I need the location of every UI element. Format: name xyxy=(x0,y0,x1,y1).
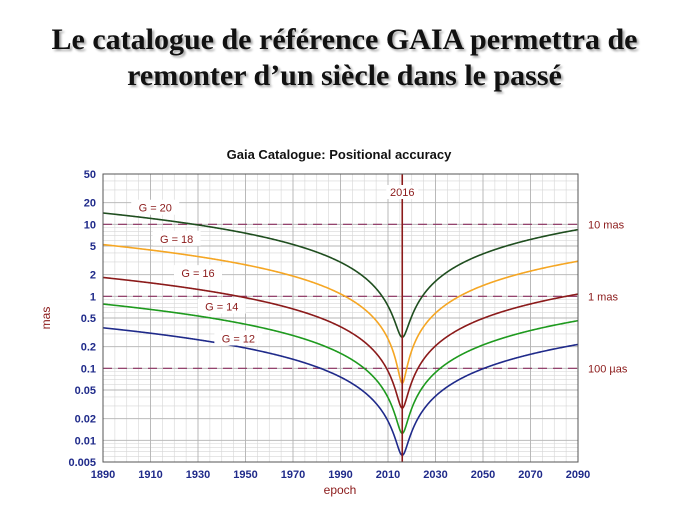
y-axis-label: mas xyxy=(39,307,53,330)
reference-lines: 10 mas 1 mas 100 µas xyxy=(103,219,628,375)
y-tick-label: 0.1 xyxy=(81,363,96,375)
series-line xyxy=(102,243,579,385)
series-label: G = 20 xyxy=(139,203,172,215)
x-axis-ticks: 1890 1910 1930 1950 1970 1990 2010 2030 2050 2070… xyxy=(91,469,590,481)
x-tick-label: 2050 xyxy=(471,469,495,481)
slide-title-line-1: Le catalogue de référence GAIA permettra… xyxy=(51,23,638,56)
grid xyxy=(102,173,579,463)
y-tick-label: 20 xyxy=(84,198,96,210)
series-lines xyxy=(102,212,579,457)
series-line xyxy=(102,303,579,435)
y-tick-label: 0.005 xyxy=(68,457,96,469)
y-tick-label: 2 xyxy=(90,270,96,282)
reference-epoch: 2016 xyxy=(386,174,419,462)
series-label-background xyxy=(131,199,180,215)
x-axis-label: epoch xyxy=(324,483,357,497)
slide-title-line-2: remonter d’un siècle dans le passé xyxy=(127,59,562,92)
series-label-background xyxy=(152,230,201,246)
series-line xyxy=(102,212,579,339)
x-tick-label: 2030 xyxy=(423,469,447,481)
reference-epoch-label-background xyxy=(386,185,419,199)
x-tick-label: 1910 xyxy=(138,469,162,481)
series-line xyxy=(102,327,579,457)
reference-line-label: 10 mas xyxy=(588,219,625,231)
x-tick-label: 2010 xyxy=(376,469,400,481)
plot-frame xyxy=(102,173,579,463)
y-tick-label: 0.02 xyxy=(75,414,96,426)
x-tick-label: 1890 xyxy=(91,469,115,481)
reference-line-label: 100 µas xyxy=(588,363,628,375)
y-tick-label: 0.05 xyxy=(75,385,96,397)
x-tick-label: 2070 xyxy=(518,469,542,481)
y-tick-label: 0.5 xyxy=(81,313,96,325)
y-axis-ticks: 50 20 10 5 2 1 0.5 0.2 0.1 0.05 0.02 0.01 0.005 xyxy=(68,169,96,469)
y-tick-label: 10 xyxy=(84,219,96,231)
x-tick-label: 1990 xyxy=(328,469,352,481)
reference-line-label: 1 mas xyxy=(588,291,618,303)
series-label-background xyxy=(197,298,246,314)
x-tick-label: 1930 xyxy=(186,469,210,481)
series-label-background xyxy=(214,330,263,346)
slide-title: Le catalogue de référence GAIA permettra… xyxy=(0,22,689,94)
y-tick-label: 50 xyxy=(84,169,96,181)
series-line xyxy=(102,276,579,410)
y-tick-label: 0.01 xyxy=(75,435,96,447)
x-tick-label: 2090 xyxy=(566,469,590,481)
series-labels: G = 20 G = 18 G = 16 G = 14 G = 12 xyxy=(131,199,263,346)
chart-title: Gaia Catalogue: Positional accuracy xyxy=(227,147,452,162)
y-tick-label: 0.2 xyxy=(81,342,96,354)
reference-epoch-label: 2016 xyxy=(390,187,414,199)
y-tick-label: 1 xyxy=(90,291,96,303)
series-label: G = 16 xyxy=(181,268,214,280)
x-tick-label: 1970 xyxy=(281,469,305,481)
series-label: G = 14 xyxy=(205,302,238,314)
series-label-background xyxy=(174,265,222,281)
y-tick-label: 5 xyxy=(90,241,96,253)
x-tick-label: 1950 xyxy=(233,469,257,481)
series-label: G = 18 xyxy=(160,234,193,246)
series-label: G = 12 xyxy=(222,333,255,345)
